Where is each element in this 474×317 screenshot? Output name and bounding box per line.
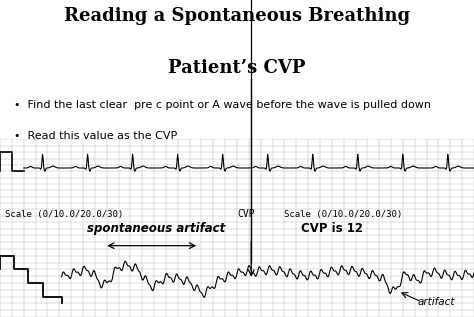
Text: CVP: CVP — [237, 209, 255, 219]
Text: •  Read this value as the CVP: • Read this value as the CVP — [14, 131, 177, 141]
Text: CVP is 12: CVP is 12 — [301, 222, 363, 235]
Text: artifact: artifact — [417, 297, 455, 307]
Text: spontaneous artifact: spontaneous artifact — [87, 222, 226, 235]
Text: •  Find the last clear  pre c point or A wave before the wave is pulled down: • Find the last clear pre c point or A w… — [14, 100, 431, 110]
Text: Reading a Spontaneous Breathing: Reading a Spontaneous Breathing — [64, 7, 410, 25]
Text: Patient’s CVP: Patient’s CVP — [168, 59, 306, 77]
Text: Scale (0/10.0/20.0/30): Scale (0/10.0/20.0/30) — [5, 210, 123, 219]
Text: Scale (0/10.0/20.0/30): Scale (0/10.0/20.0/30) — [284, 210, 402, 219]
